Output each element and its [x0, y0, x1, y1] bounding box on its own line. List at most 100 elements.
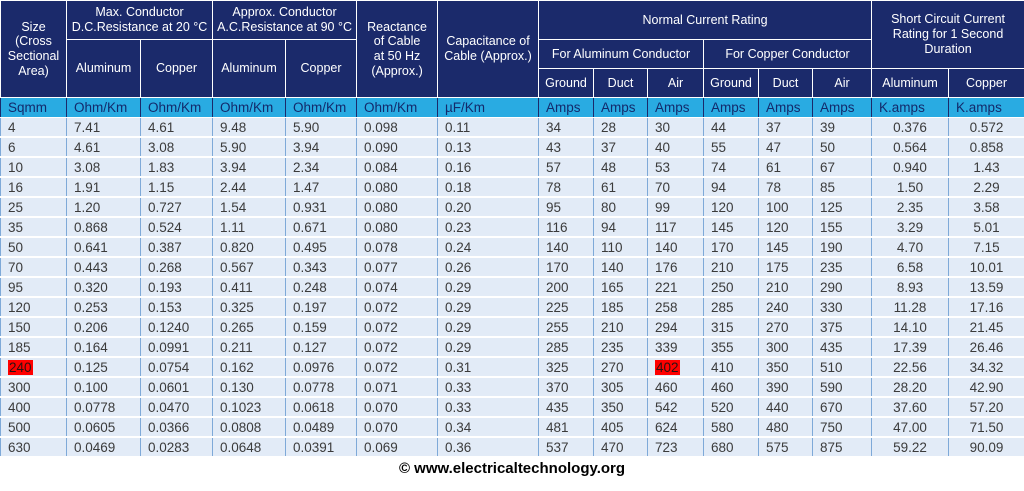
- table-cell: 0.206: [66, 316, 141, 338]
- table-cell: 3.94: [285, 136, 358, 158]
- cell-value: 0.098: [364, 119, 398, 135]
- cell-value: 0.072: [364, 359, 398, 375]
- table-cell: 3.29: [871, 216, 950, 238]
- table-cell: 0.36: [437, 436, 540, 458]
- table-cell: 150: [0, 316, 67, 338]
- table-cell: 0.572: [948, 117, 1024, 138]
- cell-value: 0.0778: [74, 399, 116, 415]
- table-cell: 575: [758, 436, 814, 458]
- table-cell: 0.078: [356, 236, 439, 258]
- cell-value: 10.01: [969, 259, 1004, 275]
- cell-value: 0.931: [293, 199, 327, 215]
- unit-cell: Amps: [812, 97, 873, 118]
- cell-value: 240: [766, 299, 789, 315]
- cell-value: 0.411: [220, 279, 253, 295]
- table-cell: 1.11: [212, 216, 287, 238]
- table-cell: 0.20: [437, 196, 540, 218]
- unit-cell: Sqmm: [0, 97, 67, 118]
- cell-value: 57: [546, 159, 562, 175]
- table-cell: 255: [538, 316, 595, 338]
- table-cell: 40: [647, 136, 705, 158]
- table-cell: 0.1023: [212, 396, 287, 418]
- table-cell: 6: [0, 136, 67, 158]
- table-cell: 0.24: [437, 236, 540, 258]
- col-header-dc-aluminum: Aluminum: [66, 39, 141, 98]
- table-cell: 28: [593, 117, 649, 138]
- cell-value: 0.0391: [293, 439, 335, 455]
- cell-value: 590: [820, 379, 843, 395]
- cell-value: 44: [711, 119, 727, 135]
- unit-cell: Amps: [758, 97, 814, 118]
- cell-value: 6: [8, 139, 16, 155]
- cell-value: 390: [766, 379, 789, 395]
- cell-value: 140: [655, 239, 678, 255]
- cell-value: 57.20: [969, 399, 1004, 415]
- cell-value: 325: [546, 359, 569, 375]
- table-cell: 50: [812, 136, 873, 158]
- unit-cell: K.amps: [871, 97, 950, 118]
- cell-value: 0.069: [364, 439, 398, 455]
- cable-rating-table: Size (Cross Sectional Area) Max. Conduct…: [0, 0, 1024, 458]
- table-cell: 85: [812, 176, 873, 198]
- cell-value: 47: [766, 139, 782, 155]
- table-cell: 0.931: [285, 196, 358, 218]
- table-cell: 0.197: [285, 296, 358, 318]
- table-cell: 175: [758, 256, 814, 278]
- cell-value: 150: [8, 319, 31, 335]
- table-cell: 0.265: [212, 316, 287, 338]
- units-row: Sqmm Ohm/Km Ohm/Km Ohm/Km Ohm/Km Ohm/Km µF/Km A…: [0, 97, 1024, 118]
- cell-value: 270: [601, 359, 624, 375]
- table-cell: 39: [812, 117, 873, 138]
- cell-value: 0.564: [893, 139, 927, 155]
- table-cell: 5.01: [948, 216, 1024, 238]
- cell-value: 170: [711, 239, 734, 255]
- cell-value: 70: [655, 179, 671, 195]
- cell-value: 0.320: [74, 279, 108, 295]
- cell-value: 1.83: [148, 159, 175, 175]
- cell-value: 61: [766, 159, 782, 175]
- table-cell: 0.0489: [285, 416, 358, 438]
- table-row: 240 0.125 0.0754 0.162 0.0976 0.072 0.31 325 270…: [0, 356, 1024, 378]
- cell-value: 0.16: [445, 159, 472, 175]
- table-cell: 0.387: [139, 236, 214, 258]
- cell-value: 0.343: [293, 259, 327, 275]
- table-cell: 0.13: [437, 136, 540, 158]
- cell-value: 0.31: [445, 359, 472, 375]
- cell-value: 170: [546, 259, 569, 275]
- cell-value: 0.29: [445, 279, 472, 295]
- table-cell: 2.44: [212, 176, 287, 198]
- table-cell: 0.0808: [212, 416, 287, 438]
- table-cell: 315: [703, 316, 760, 338]
- table-cell: 0.080: [356, 196, 439, 218]
- cell-value: 0.077: [364, 259, 398, 275]
- table-cell: 35: [0, 216, 67, 238]
- cell-value: 235: [820, 259, 843, 275]
- cell-value: 0.18: [445, 179, 472, 195]
- table-cell: 26.46: [948, 336, 1024, 358]
- cell-value: 0.34: [445, 419, 472, 435]
- cell-value: 0.078: [364, 239, 398, 255]
- table-cell: 0.074: [356, 276, 439, 298]
- table-cell: 0.0778: [285, 376, 358, 398]
- table-cell: 290: [812, 276, 873, 298]
- table-row: 70 0.443 0.268 0.567 0.343 0.077 0.26 170 140 176…: [0, 256, 1024, 278]
- cell-value: 0.100: [74, 379, 108, 395]
- table-cell: 43: [538, 136, 595, 158]
- table-cell: 145: [758, 236, 814, 258]
- cell-value: 0.253: [74, 299, 108, 315]
- col-group-for-copper-conductor: For Copper Conductor: [703, 39, 873, 69]
- cell-value: 0.072: [364, 319, 398, 335]
- cell-value: 0.1023: [220, 399, 262, 415]
- header-row-leaf: Ground Duct Air Ground Duct Air Aluminum…: [1, 68, 1024, 98]
- col-header-al-air: Air: [647, 68, 705, 98]
- cell-value: 0.29: [445, 299, 472, 315]
- cell-value: 74: [711, 159, 727, 175]
- table-row: 50 0.641 0.387 0.820 0.495 0.078 0.24 140 110 140…: [0, 236, 1024, 258]
- table-cell: 258: [647, 296, 705, 318]
- cell-value: 520: [711, 399, 734, 415]
- cell-value: 39: [820, 119, 836, 135]
- cell-value: 0.162: [220, 359, 254, 375]
- unit-cell: Amps: [703, 97, 760, 118]
- table-cell: 37.60: [871, 396, 950, 418]
- table-cell: 78: [758, 176, 814, 198]
